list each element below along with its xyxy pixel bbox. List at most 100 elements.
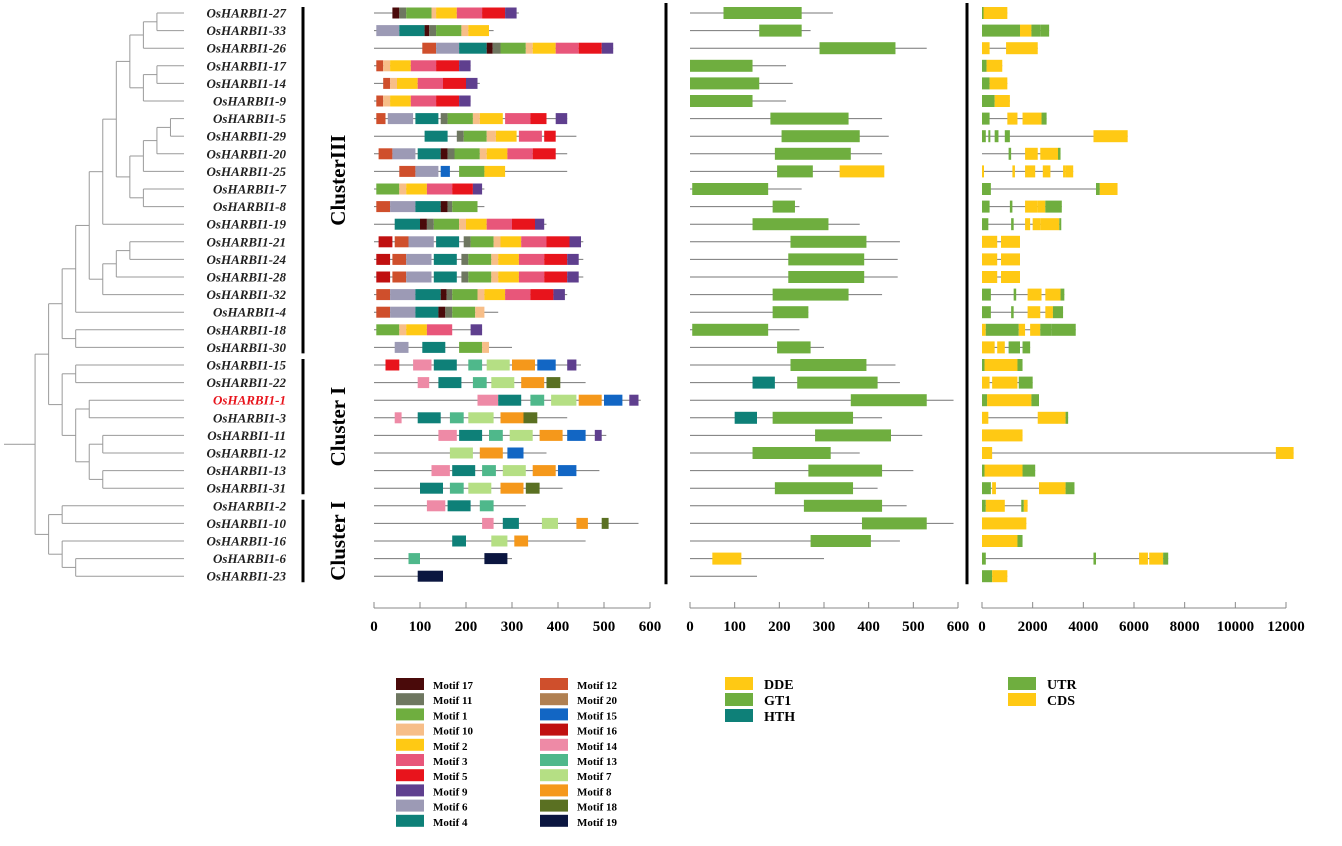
domain-box [790, 359, 867, 371]
domain-box [777, 165, 813, 178]
motif-box [629, 394, 639, 406]
structure-box [982, 359, 985, 371]
domain-box [752, 218, 829, 231]
domain-panel [690, 7, 954, 577]
structure-box [982, 165, 984, 178]
motif-box [378, 236, 393, 248]
motif-box [532, 42, 556, 54]
motif-box [551, 394, 577, 406]
motif-box [486, 359, 510, 371]
structure-box [1001, 271, 1020, 283]
domain-box [788, 271, 865, 283]
gene-label: OsHARBI1-27 [207, 6, 287, 21]
motif-box [500, 482, 524, 494]
cluster-brackets: ClusterIII Cluster I Cluster I [301, 7, 350, 583]
motif-box [424, 25, 430, 37]
legend-label: Motif 2 [433, 741, 468, 753]
motif-box [500, 42, 526, 54]
motif-box [436, 42, 460, 54]
structure-box [982, 200, 990, 213]
motif-box [459, 42, 487, 54]
legend-label: Motif 19 [577, 817, 618, 829]
tick-label: 500 [902, 619, 925, 635]
legend-label: Motif 4 [433, 817, 468, 829]
legend-label: Motif 5 [433, 771, 468, 783]
domain-box [752, 376, 775, 389]
gene-label: OsHARBI1-7 [213, 182, 286, 197]
legend-swatch [1008, 677, 1036, 690]
motif-box [535, 218, 545, 230]
structure-box [982, 59, 987, 72]
motif-box [390, 306, 416, 318]
structure-box [982, 411, 989, 424]
motif-box [498, 394, 522, 406]
motif-box [415, 306, 439, 318]
tick-label: 2000 [1018, 619, 1048, 635]
legend-swatch [1008, 693, 1036, 706]
gene-label: OsHARBI1-32 [207, 287, 287, 302]
motif-box [424, 130, 448, 142]
legend-swatch [540, 769, 568, 782]
legend: Motif 17 Motif 11 Motif 1 Motif 10 Motif 2 Mo… [396, 677, 1077, 829]
gene-label: OsHARBI1-2 [213, 498, 286, 513]
cluster-label: ClusterIII [326, 135, 350, 226]
motif-box [509, 429, 533, 441]
motif-box [461, 271, 469, 283]
structure-box [1022, 112, 1042, 125]
motif-box [449, 482, 464, 494]
motif-box [436, 236, 460, 248]
motif-box [521, 377, 545, 389]
legend-swatch [540, 799, 568, 812]
structure-box [1009, 200, 1013, 213]
legend-label: GT1 [764, 694, 791, 709]
motif-box [438, 306, 446, 318]
motif-panel [374, 7, 641, 582]
motif-box [420, 482, 443, 494]
structure-box [1045, 288, 1061, 301]
motif-box [459, 60, 471, 72]
motif-box [440, 289, 447, 301]
structure-box [982, 130, 986, 143]
structure-box [986, 59, 1003, 72]
domain-box [774, 482, 854, 495]
motif-box [394, 236, 409, 248]
motif-box [539, 429, 563, 441]
structure-box [982, 288, 991, 301]
motif-box [392, 148, 416, 160]
structure-box [1008, 341, 1020, 354]
motif-box [578, 394, 602, 406]
motif-box [459, 165, 485, 177]
motif-box [449, 447, 473, 459]
structure-box [982, 376, 990, 389]
structure-box [1021, 499, 1024, 512]
motif-box [514, 535, 529, 547]
structure-box [1022, 341, 1031, 354]
motif-box [426, 324, 453, 336]
motif-box [440, 201, 448, 213]
domain-box [839, 165, 885, 178]
domain-box [692, 323, 769, 336]
motif-box [601, 42, 614, 54]
legend-swatch [396, 678, 424, 690]
motif-box [500, 412, 524, 424]
domain-box [777, 341, 811, 354]
gene-label: OsHARBI1-9 [213, 94, 286, 109]
structure-box [1163, 552, 1169, 565]
structure-box [1030, 323, 1041, 336]
motif-box [461, 253, 469, 265]
motif-box [447, 113, 473, 125]
structure-box [1017, 535, 1023, 547]
structure-box [997, 341, 1005, 354]
motif-box [431, 465, 450, 477]
motif-box [518, 271, 545, 283]
motif-box [472, 183, 483, 195]
structure-box [982, 482, 991, 495]
legend-label: Motif 10 [433, 726, 474, 738]
motif-box [567, 359, 577, 371]
motif-box [604, 394, 623, 406]
motif-box [482, 341, 489, 353]
legend-label: Motif 8 [577, 786, 612, 798]
motif-box [387, 113, 414, 125]
motif-box [376, 271, 391, 283]
structure-box [987, 394, 1032, 407]
